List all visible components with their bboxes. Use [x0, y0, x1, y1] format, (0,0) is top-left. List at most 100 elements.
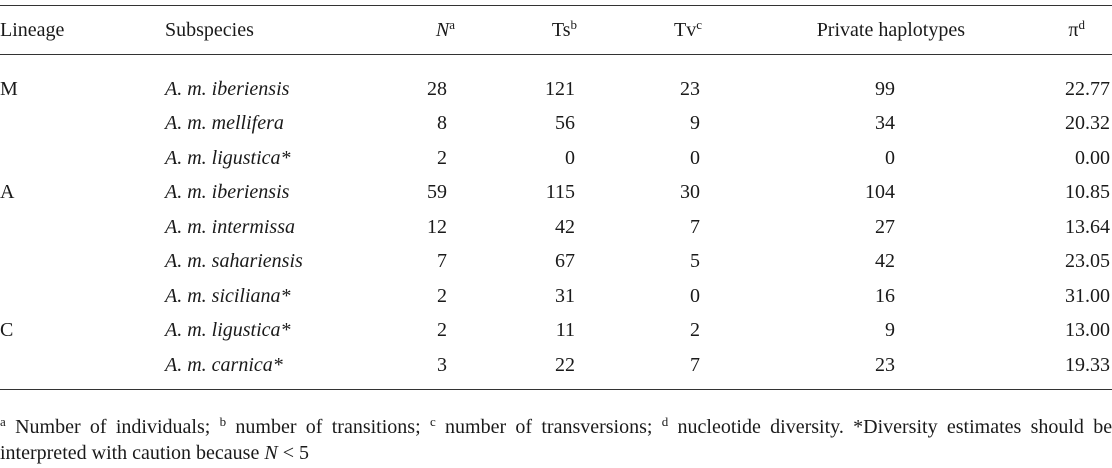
table-row: A. m. mellifera 8 56 9 34 20.32	[0, 107, 1112, 142]
value-cell: 27	[875, 215, 895, 238]
value-cell: 99	[875, 77, 895, 100]
footnote-text: number of transversions;	[445, 416, 653, 438]
value-cell: 42	[875, 250, 895, 273]
header-text: N	[435, 18, 450, 41]
value-cell: 115	[545, 181, 575, 204]
footnote-text: number of transitions;	[235, 416, 421, 438]
lineage-cell	[0, 245, 165, 280]
header-footnote-mark: b	[570, 16, 578, 32]
header-text: π	[1068, 18, 1079, 41]
value-cell: 11	[555, 319, 575, 342]
subspecies: A. m. sahariensis	[165, 250, 303, 273]
lineage-cell	[0, 348, 165, 389]
subspecies: A. m. mellifera	[165, 112, 284, 135]
value-cell: 9	[885, 319, 895, 342]
column-header: πd	[990, 5, 1112, 55]
lineage: A	[0, 181, 15, 204]
column-header: Lineage	[0, 5, 165, 55]
lineage-cell	[0, 279, 165, 314]
value-cell: 13.00	[1065, 319, 1110, 342]
footnote-mark: d	[661, 414, 669, 429]
value-cell: 7	[437, 250, 447, 273]
lineage: M	[0, 77, 18, 100]
lineage-cell: A	[0, 176, 165, 211]
value-cell: 9	[690, 112, 700, 135]
header-footnote-mark: c	[696, 16, 702, 32]
value-cell: 5	[690, 250, 700, 273]
table-row: A. m. ligustica* 2 0 0 0 0.00	[0, 141, 1112, 176]
column-header: Private haplotypes	[715, 5, 990, 55]
subspecies: A. m. intermissa	[165, 215, 295, 238]
lineage-cell	[0, 107, 165, 142]
column-header: Subspecies	[165, 5, 400, 55]
lineage-cell: C	[0, 314, 165, 349]
subspecies: A. m. ligustica*	[165, 146, 291, 169]
value-cell: 23.05	[1065, 250, 1110, 273]
value-cell: 19.33	[1065, 353, 1110, 376]
subspecies: A. m. iberiensis	[165, 77, 290, 100]
subspecies: A. m. iberiensis	[165, 181, 290, 204]
value-cell: 0	[690, 284, 700, 307]
table-row: C A. m. ligustica* 2 11 2 9 13.00	[0, 314, 1112, 349]
lineage-cell	[0, 141, 165, 176]
value-cell: 28	[427, 77, 447, 100]
value-cell: 0	[885, 146, 895, 169]
column-header: Tvc	[590, 5, 715, 55]
value-cell: 7	[690, 215, 700, 238]
table-body: M A. m. iberiensis 28 121 23 99 22.77 A. m. mel…	[0, 55, 1112, 390]
value-cell: 31	[555, 284, 575, 307]
footnote-mark: a	[0, 414, 6, 429]
header-text: Subspecies	[165, 18, 254, 41]
value-cell: 0	[565, 146, 575, 169]
value-cell: 2	[437, 319, 447, 342]
footnote-text: nucleotide diversity.	[677, 416, 844, 438]
footnote: a Number of individuals; b number of tra…	[0, 414, 1112, 466]
header-text: Ts	[551, 18, 571, 41]
value-cell: 59	[427, 181, 447, 204]
table-row: A. m. intermissa 12 42 7 27 13.64	[0, 210, 1112, 245]
lineage-cell: M	[0, 55, 165, 107]
header-text: Lineage	[0, 18, 65, 41]
footnote-text: Number of individuals;	[15, 416, 211, 438]
value-cell: 0	[690, 146, 700, 169]
table-row: A A. m. iberiensis 59 115 30 104 10.85	[0, 176, 1112, 211]
table-row: A. m. siciliana* 2 31 0 16 31.00	[0, 279, 1112, 314]
header-text: Private haplotypes	[816, 18, 965, 41]
value-cell: 31.00	[1065, 284, 1110, 307]
value-cell: 13.64	[1065, 215, 1110, 238]
value-cell: 121	[545, 77, 575, 100]
value-cell: 3	[437, 353, 447, 376]
subspecies: A. m. ligustica*	[165, 319, 291, 342]
value-cell: 23	[875, 353, 895, 376]
lineage-cell	[0, 210, 165, 245]
value-cell: 22	[555, 353, 575, 376]
value-cell: 23	[680, 77, 700, 100]
header-text: Tv	[674, 18, 697, 41]
value-cell: 56	[555, 112, 575, 135]
value-cell: 2	[437, 146, 447, 169]
table-row: A. m. sahariensis 7 67 5 42 23.05	[0, 245, 1112, 280]
column-header: Tsb	[460, 5, 590, 55]
value-cell: 0.00	[1075, 146, 1110, 169]
value-cell: 16	[875, 284, 895, 307]
footnote-mark: b	[219, 414, 227, 429]
value-cell: 30	[680, 181, 700, 204]
condition: < 5	[282, 442, 309, 464]
value-cell: 20.32	[1065, 112, 1110, 135]
value-cell: 104	[865, 181, 895, 204]
value-cell: 12	[427, 215, 447, 238]
header-footnote-mark: d	[1078, 16, 1086, 32]
column-header: Na	[400, 5, 460, 55]
value-cell: 7	[690, 353, 700, 376]
subspecies: A. m. carnica*	[165, 353, 283, 376]
caution-text: *Diversity estimates should be interpret…	[0, 416, 1112, 464]
table-row: A. m. carnica* 3 22 7 23 19.33	[0, 348, 1112, 389]
header-row: Lineage Subspecies Na Tsb Tvc Private haploty…	[0, 5, 1112, 55]
value-cell: 8	[437, 112, 447, 135]
footnote-mark: c	[429, 414, 436, 429]
table-row: M A. m. iberiensis 28 121 23 99 22.77	[0, 55, 1112, 107]
value-cell: 2	[437, 284, 447, 307]
header-footnote-mark: a	[449, 16, 455, 32]
value-cell: 2	[690, 319, 700, 342]
